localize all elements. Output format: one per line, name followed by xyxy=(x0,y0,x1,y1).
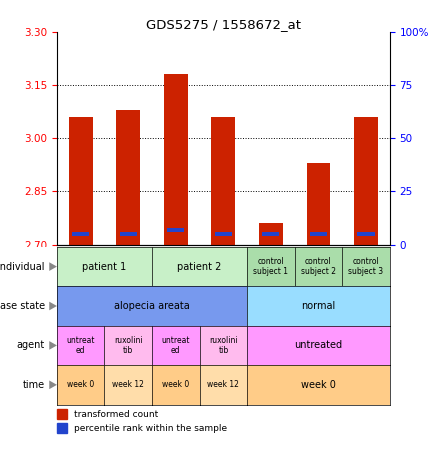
Text: untreat
ed: untreat ed xyxy=(162,336,190,355)
Text: untreat
ed: untreat ed xyxy=(67,336,95,355)
Bar xyxy=(357,232,374,236)
Bar xyxy=(164,74,188,245)
Text: disease state: disease state xyxy=(0,301,45,311)
Bar xyxy=(310,232,327,236)
Bar xyxy=(307,163,330,245)
Bar xyxy=(69,117,92,245)
Text: alopecia areata: alopecia areata xyxy=(114,301,190,311)
Text: ruxolini
tib: ruxolini tib xyxy=(114,336,143,355)
Bar xyxy=(167,228,184,232)
Text: week 0: week 0 xyxy=(162,381,190,389)
Polygon shape xyxy=(49,262,57,271)
Text: week 0: week 0 xyxy=(67,381,94,389)
Text: control
subject 1: control subject 1 xyxy=(254,257,289,276)
Bar xyxy=(72,232,89,236)
Text: control
subject 3: control subject 3 xyxy=(349,257,384,276)
Polygon shape xyxy=(49,302,57,310)
Polygon shape xyxy=(49,381,57,389)
Bar xyxy=(262,232,279,236)
Text: week 12: week 12 xyxy=(112,381,144,389)
Text: individual: individual xyxy=(0,261,45,272)
Bar xyxy=(215,232,232,236)
Polygon shape xyxy=(49,341,57,350)
Text: patient 2: patient 2 xyxy=(177,261,222,272)
Text: transformed count: transformed count xyxy=(74,410,158,419)
Bar xyxy=(212,117,235,245)
Text: control
subject 2: control subject 2 xyxy=(301,257,336,276)
Text: untreated: untreated xyxy=(294,340,343,351)
Text: time: time xyxy=(23,380,45,390)
Text: normal: normal xyxy=(301,301,336,311)
Text: patient 1: patient 1 xyxy=(82,261,127,272)
Bar xyxy=(120,232,137,236)
Text: week 12: week 12 xyxy=(208,381,239,389)
Title: GDS5275 / 1558672_at: GDS5275 / 1558672_at xyxy=(146,18,301,30)
Text: ruxolini
tib: ruxolini tib xyxy=(209,336,238,355)
Bar xyxy=(259,223,283,245)
Text: agent: agent xyxy=(17,340,45,351)
Bar xyxy=(57,409,67,419)
Bar xyxy=(57,423,67,433)
Text: week 0: week 0 xyxy=(301,380,336,390)
Text: percentile rank within the sample: percentile rank within the sample xyxy=(74,424,227,433)
Bar xyxy=(117,110,140,245)
Bar xyxy=(354,117,378,245)
